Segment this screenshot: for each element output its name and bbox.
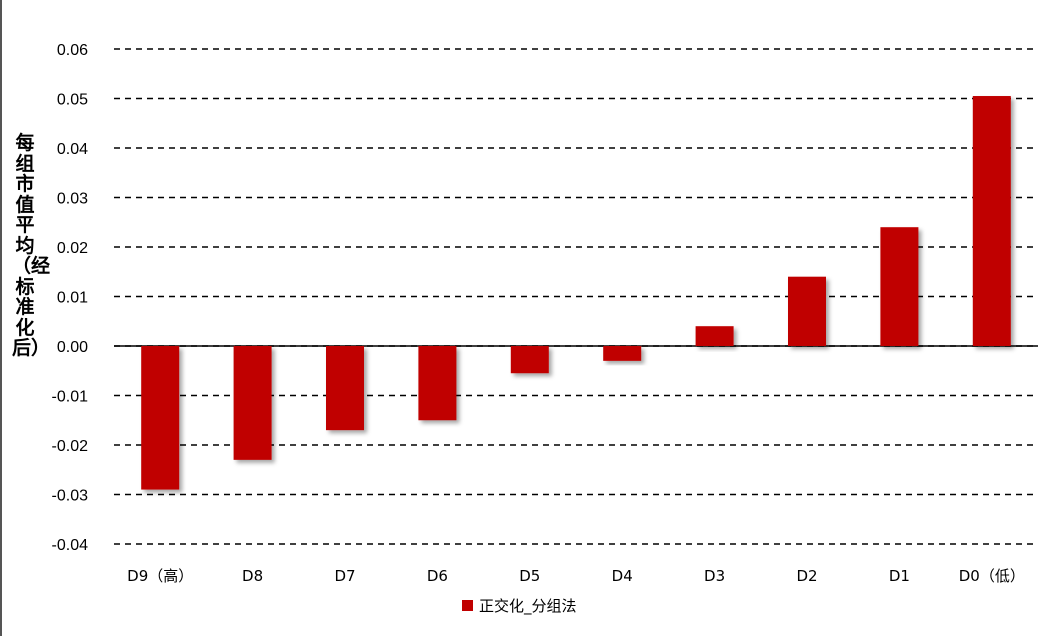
bar-8 bbox=[880, 227, 919, 346]
x-tick-label: D1 bbox=[889, 567, 910, 585]
y-tick-label: -0.01 bbox=[52, 389, 89, 406]
y-tick-label: 0.02 bbox=[57, 240, 88, 257]
bar-1 bbox=[233, 346, 272, 460]
bar-3 bbox=[418, 346, 457, 421]
bar-9 bbox=[972, 96, 1011, 347]
y-tick-label: -0.03 bbox=[52, 488, 89, 505]
legend-swatch bbox=[462, 600, 473, 611]
y-tick-label: 0.06 bbox=[57, 42, 88, 59]
y-tick-label: -0.02 bbox=[52, 438, 89, 455]
x-tick-label: D9（高） bbox=[127, 567, 193, 585]
bar-5 bbox=[603, 346, 642, 361]
y-tick-label: 0.04 bbox=[57, 141, 88, 158]
y-tick-label: 0.03 bbox=[57, 191, 88, 208]
bar-0 bbox=[141, 346, 180, 490]
x-tick-label: D7 bbox=[334, 567, 355, 585]
x-tick-label: D3 bbox=[704, 567, 725, 585]
x-tick-label: D5 bbox=[519, 567, 540, 585]
legend: 正交化_分组法 bbox=[462, 597, 577, 616]
x-tick-labels: D9（高） D8 D7 D6 D5 D4 D3 D2 D1 D0（低） bbox=[127, 567, 1025, 585]
y-tick-label: 0.01 bbox=[57, 290, 88, 307]
bar-4 bbox=[510, 346, 549, 374]
x-tick-label: D6 bbox=[427, 567, 448, 585]
bar-6 bbox=[695, 326, 734, 346]
x-tick-label: D4 bbox=[612, 567, 633, 585]
bars bbox=[141, 96, 1011, 490]
y-tick-label: -0.04 bbox=[52, 537, 89, 554]
y-tick-label: 0.00 bbox=[57, 339, 88, 356]
x-tick-label: D8 bbox=[242, 567, 263, 585]
y-tick-label: 0.05 bbox=[57, 92, 88, 109]
bar-7 bbox=[788, 276, 826, 346]
bar-2 bbox=[326, 346, 364, 431]
x-tick-label: D0（低） bbox=[959, 567, 1025, 585]
x-tick-label: D2 bbox=[796, 567, 817, 585]
legend-entry-label: 正交化_分组法 bbox=[479, 597, 577, 616]
y-tick-labels: -0.04 -0.03 -0.02 -0.01 0.00 0.01 0.02 0.03 0.04… bbox=[52, 42, 89, 554]
